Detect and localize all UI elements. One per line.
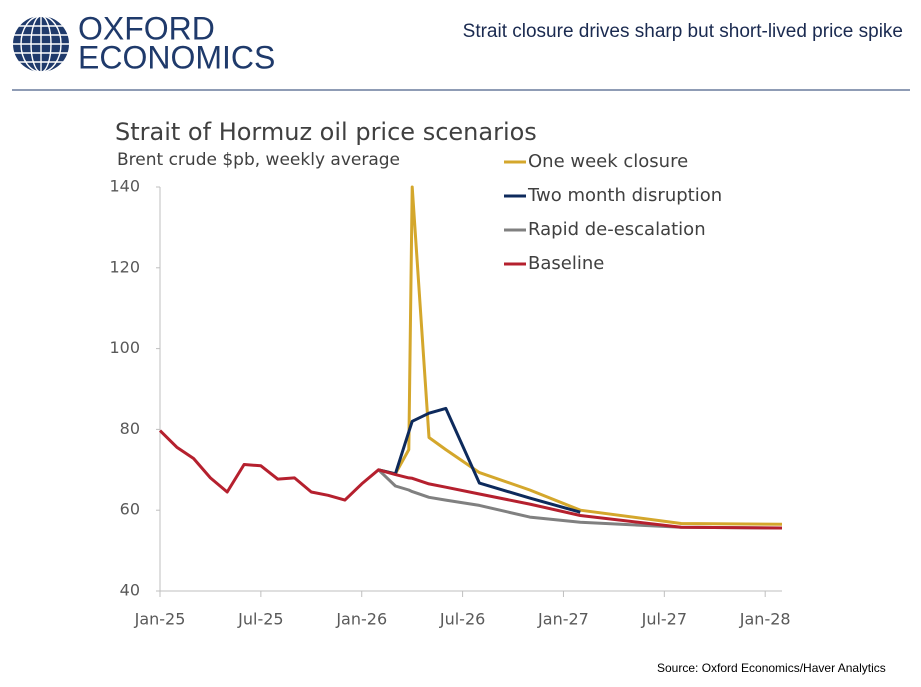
logo-text: ECONOMICS [78,39,275,75]
series-line [377,468,783,530]
logo-text: OXFORD [78,10,215,46]
page-title: Strait closure drives sharp but short-li… [463,21,903,42]
x-tick-label: Jul-27 [641,610,687,629]
legend-label: One week closure [528,151,688,172]
chart-subtitle: Brent crude $pb, weekly average [117,150,400,170]
series-line [158,429,783,530]
legend-label: Two month disruption [527,185,722,206]
x-tick-label: Jul-25 [237,610,283,629]
x-tick-label: Jan-26 [335,610,387,629]
y-tick-label: 120 [109,257,140,276]
x-tick-label: Jan-28 [739,610,791,629]
y-tick-label: 100 [109,338,140,357]
series-line [378,406,581,514]
source-note: Source: Oxford Economics/Haver Analytics [657,661,886,675]
series-line [378,185,783,526]
x-tick-label: Jul-26 [439,610,485,629]
y-tick-label: 80 [120,419,140,438]
logo-globe [13,15,69,73]
legend-label: Rapid de-escalation [528,219,706,240]
legend-label: Baseline [528,253,604,274]
y-tick-label: 60 [120,500,140,519]
y-tick-label: 140 [109,177,140,196]
x-tick-label: Jan-25 [134,610,186,629]
chart-title: Strait of Hormuz oil price scenarios [115,118,537,146]
x-tick-label: Jan-27 [537,610,589,629]
y-tick-label: 40 [120,581,140,600]
